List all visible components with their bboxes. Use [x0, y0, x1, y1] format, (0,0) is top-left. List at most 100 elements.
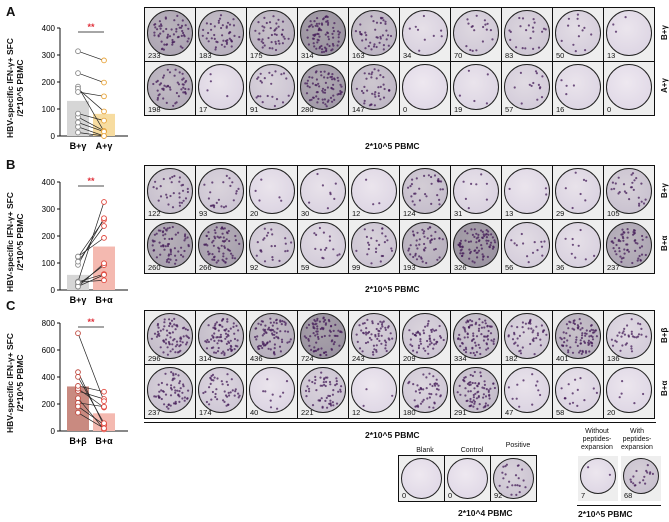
data-point [101, 108, 107, 115]
group-label: B+α [95, 295, 113, 305]
elispot-well: 237 [145, 365, 195, 418]
spot-count: 174 [199, 408, 212, 417]
spot-count: 47 [505, 408, 514, 417]
elispot-well: 147 [349, 62, 399, 115]
elispot-well: 198 [145, 62, 195, 115]
well-disc [198, 313, 244, 359]
pair-line [77, 412, 105, 429]
data-point [75, 330, 81, 337]
well-spots [148, 65, 149, 66]
well-disc [606, 313, 652, 359]
row-label-a2: A+γ [660, 78, 669, 93]
spot-count: 291 [454, 408, 467, 417]
data-point [101, 93, 107, 100]
expansion-label-without: Without peptides-expansion [581, 428, 613, 451]
spot-count: 266 [199, 263, 212, 272]
well-disc [453, 168, 499, 214]
y-tick-label: 800 [42, 319, 56, 328]
elispot-well: 193 [400, 220, 450, 273]
well-spots [250, 223, 251, 224]
well-disc [300, 10, 346, 56]
well-disc [351, 10, 397, 56]
well-spots [403, 169, 404, 170]
well-spots [448, 459, 449, 460]
y-tick-label: 300 [42, 51, 56, 60]
well-spots [199, 169, 200, 170]
pair-line [77, 390, 105, 400]
spot-count: 91 [250, 105, 259, 114]
well-disc [147, 64, 193, 110]
spot-count: 59 [301, 263, 310, 272]
spot-count: 122 [148, 209, 161, 218]
well-disc [555, 168, 601, 214]
well-disc [402, 64, 448, 110]
expansion-wells: 7 68 [577, 455, 662, 502]
well-spots [199, 223, 200, 224]
elispot-well: 70 [451, 8, 501, 61]
mean-bar [93, 246, 115, 290]
well-disc [555, 10, 601, 56]
pair-line [77, 273, 105, 283]
well-disc [402, 313, 448, 359]
spot-count: 0 [403, 105, 408, 114]
well-spots [556, 314, 557, 315]
elispot-well: 92 [491, 456, 536, 501]
well-spots [505, 11, 506, 12]
well-spots [199, 368, 200, 369]
data-point [75, 129, 81, 136]
well-spots [581, 459, 582, 460]
well-spots [505, 223, 506, 224]
footer-expansion: 2*10^5 PBMC [578, 509, 633, 519]
elispot-well: 13 [604, 8, 654, 61]
well-disc [249, 222, 295, 268]
well-disc [351, 168, 397, 214]
well-spots [403, 314, 404, 315]
pair-line [77, 116, 105, 132]
data-point [75, 89, 81, 95]
well-grid-b: 122 93 20 30 12 124 31 13 29 105 260 266 92 59 99 193 32… [144, 165, 655, 274]
well-disc [300, 367, 346, 413]
well-disc [555, 64, 601, 110]
well-spots [494, 459, 495, 460]
well-spots [454, 223, 455, 224]
divider-expansion [577, 505, 661, 506]
y-tick-label: 100 [42, 259, 56, 268]
spot-count: 147 [352, 105, 365, 114]
well-disc [453, 313, 499, 359]
control-count: 0 [402, 491, 407, 500]
group-label: B+β [69, 436, 87, 446]
panel-letter-c: C [6, 298, 16, 313]
control-count: 92 [494, 491, 503, 500]
spot-count: 40 [250, 408, 259, 417]
data-point [101, 420, 107, 427]
panel-letter-b: B [6, 157, 16, 172]
plot-c: HBV-specific IFN-γ+ SFC/2*10^5 PBMC 0 200… [0, 313, 135, 463]
well-spots [454, 65, 455, 66]
elispot-well: 16 [553, 62, 603, 115]
data-point [101, 133, 107, 139]
well-disc [351, 64, 397, 110]
y-tick-label: 200 [42, 232, 56, 241]
well-disc [249, 313, 295, 359]
pair-line [77, 122, 105, 133]
elispot-well: 7 [578, 456, 618, 501]
elispot-well: 93 [196, 166, 246, 219]
well-disc [198, 168, 244, 214]
pair-line [77, 126, 105, 137]
elispot-well: 12 [349, 365, 399, 418]
well-spots [148, 314, 149, 315]
elispot-well: 31 [451, 166, 501, 219]
y-tick-label: 300 [42, 205, 56, 214]
well-disc [606, 367, 652, 413]
elispot-well: 20 [247, 166, 297, 219]
well-spots [352, 314, 353, 315]
elispot-well: 326 [451, 220, 501, 273]
spot-count: 724 [301, 354, 314, 363]
data-point [75, 383, 81, 389]
pair-line [77, 237, 105, 257]
well-disc [198, 367, 244, 413]
well-spots [301, 368, 302, 369]
spot-count: 30 [301, 209, 310, 218]
spot-count: 326 [454, 263, 467, 272]
well-spots [199, 11, 200, 12]
